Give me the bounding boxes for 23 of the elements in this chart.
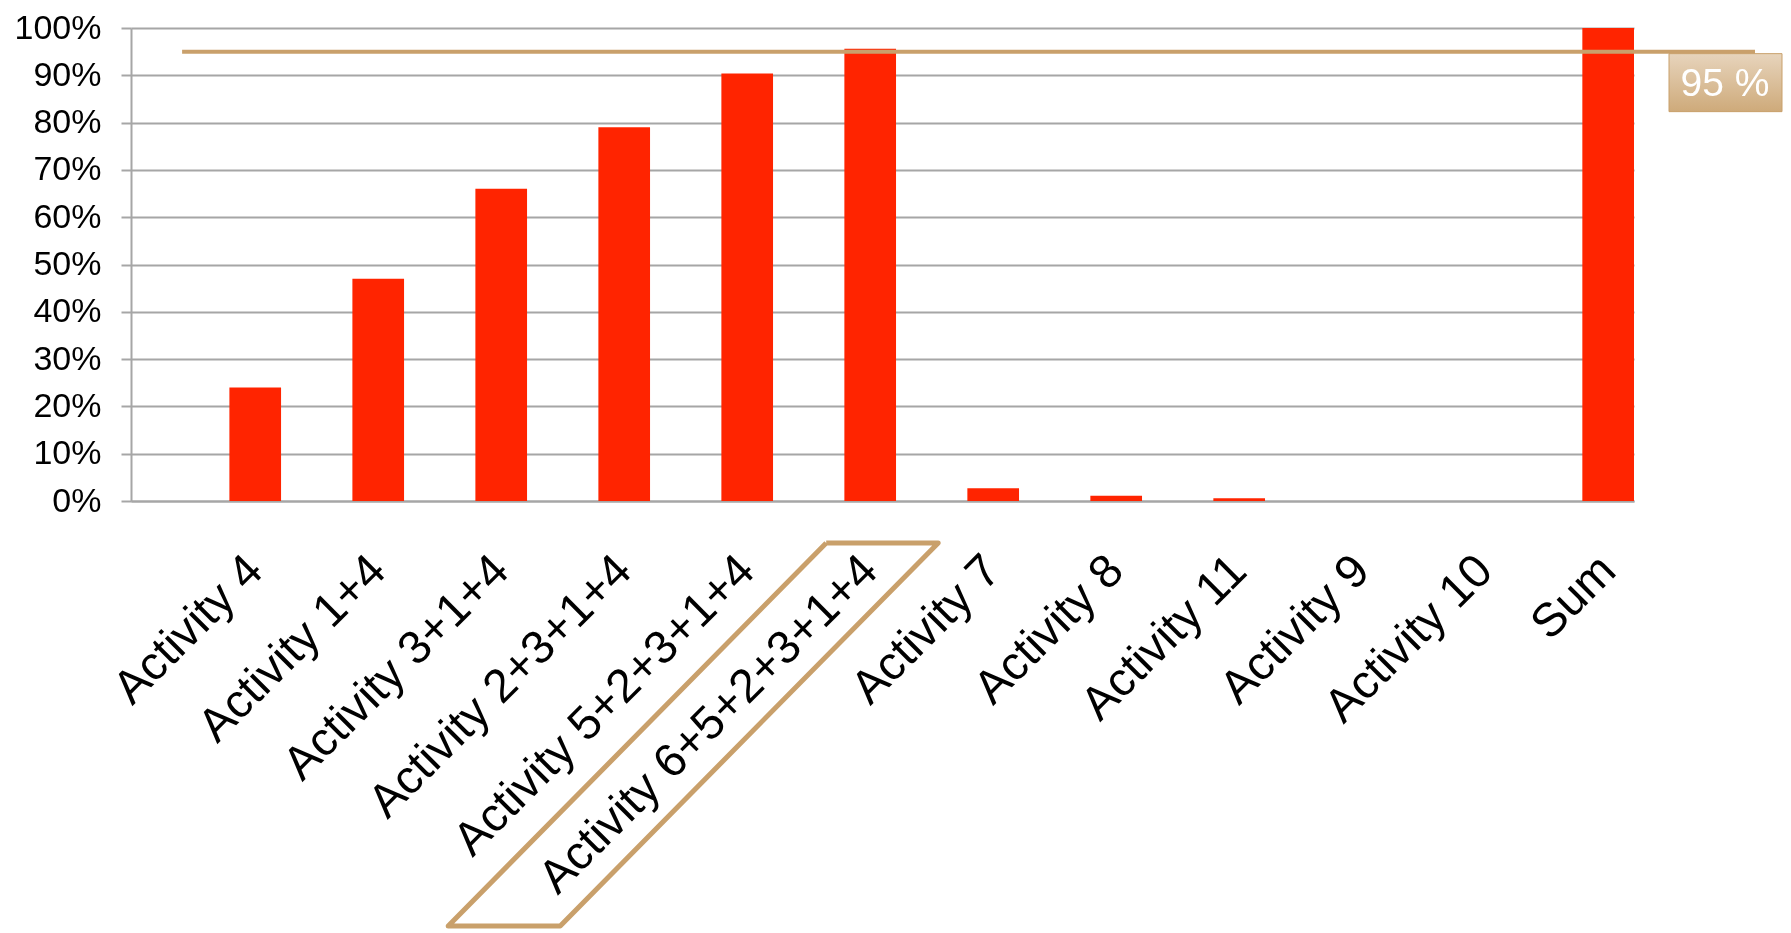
bar [1582, 28, 1634, 501]
bar [967, 488, 1020, 501]
y-tick-label: 0% [52, 480, 102, 519]
x-tick-label: Sum [1519, 542, 1626, 649]
y-tick-label: 40% [33, 291, 102, 330]
y-tick-label: 10% [33, 433, 102, 472]
y-tick-label: 90% [33, 54, 102, 93]
y-tick-label: 50% [33, 244, 102, 282]
bar [1090, 495, 1143, 501]
y-tick-label: 30% [33, 338, 102, 377]
y-tick-label: 60% [33, 196, 102, 235]
y-tick-label: 80% [33, 102, 102, 141]
bar [721, 73, 774, 501]
ref-line-label: 95 % [1680, 60, 1770, 104]
bar [229, 387, 282, 501]
y-tick-label: 20% [33, 385, 102, 424]
bar [598, 127, 651, 501]
y-tick-label: 100% [14, 7, 102, 46]
bar [844, 48, 897, 501]
bar [352, 278, 405, 501]
bar [475, 188, 528, 501]
bar [1213, 498, 1266, 501]
y-tick-label: 70% [33, 149, 102, 188]
